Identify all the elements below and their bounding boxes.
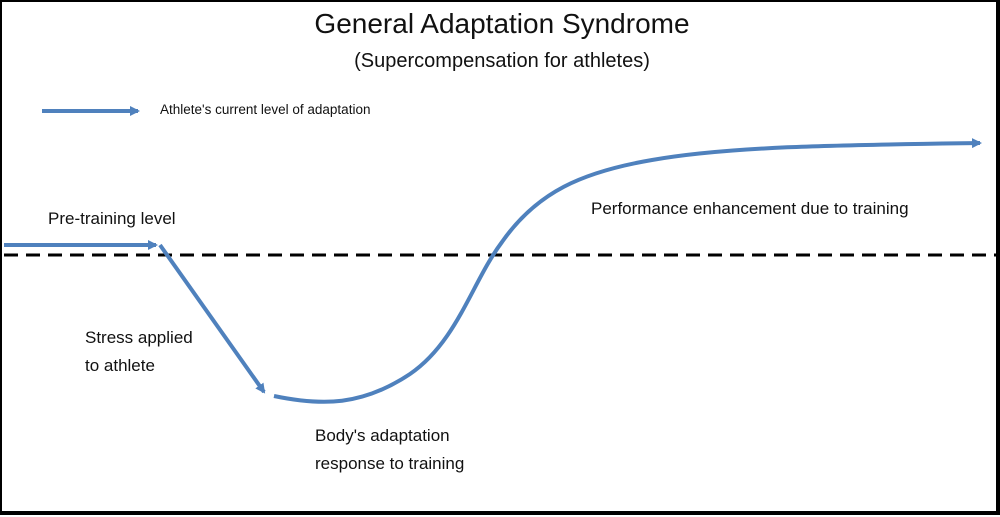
adaptation-curve	[273, 138, 982, 404]
legend-label: Athlete's current level of adaptation	[160, 102, 371, 117]
stress-label-line-2: to athlete	[85, 356, 155, 375]
body-response-label: Body's adaptation response to training	[315, 422, 464, 478]
body-response-label-line-1: Body's adaptation	[315, 426, 450, 445]
stress-label: Stress applied to athlete	[85, 324, 193, 380]
diagram-subtitle: (Supercompensation for athletes)	[354, 50, 650, 72]
diagram-title: General Adaptation Syndrome	[314, 8, 690, 39]
stress-label-line-1: Stress applied	[85, 328, 193, 347]
body-response-label-line-2: response to training	[315, 454, 465, 473]
pre-training-label: Pre-training level	[48, 209, 176, 228]
performance-label: Performance enhancement due to training	[591, 199, 909, 218]
stress-arrow	[158, 243, 266, 394]
